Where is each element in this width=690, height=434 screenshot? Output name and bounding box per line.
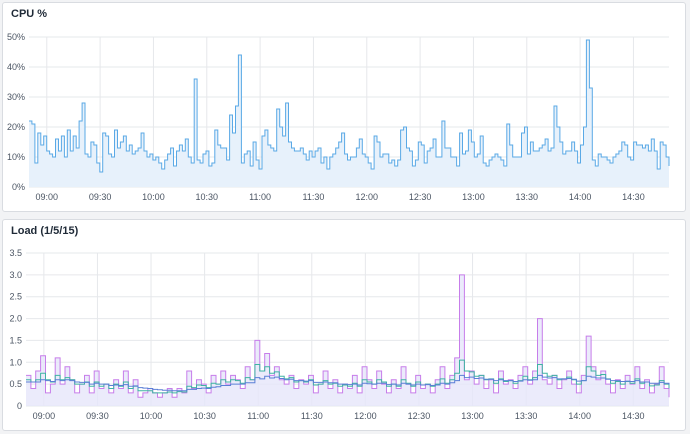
- x-tick-label: 12:00: [354, 411, 377, 421]
- y-tick-label: 3.0: [9, 270, 22, 280]
- y-tick-label: 40%: [7, 62, 25, 72]
- x-tick-label: 09:30: [89, 192, 112, 202]
- x-tick-label: 13:00: [462, 192, 485, 202]
- x-tick-label: 12:30: [408, 411, 431, 421]
- y-tick-label: 50%: [7, 32, 25, 42]
- load-area-fill: [26, 274, 669, 406]
- x-tick-label: 13:30: [516, 192, 539, 202]
- x-tick-label: 10:30: [193, 411, 216, 421]
- x-tick-label: 12:30: [409, 192, 432, 202]
- x-tick-label: 09:00: [33, 411, 56, 421]
- y-tick-label: 0%: [12, 182, 25, 192]
- y-tick-label: 20%: [7, 122, 25, 132]
- x-tick-label: 14:00: [569, 192, 592, 202]
- cpu-chart: 0% 10% 20% 30% 40% 50% 09:00 09:30 10:00 10:30 11:…: [7, 32, 670, 202]
- x-tick-label: 11:30: [303, 192, 325, 202]
- y-tick-label: 1.0: [9, 357, 22, 367]
- x-tick-label: 10:00: [142, 192, 165, 202]
- y-tick-label: 10%: [7, 152, 25, 162]
- x-tick-label: 13:00: [461, 411, 484, 421]
- x-tick-label: 14:30: [622, 411, 645, 421]
- y-tick-label: 0: [17, 401, 22, 411]
- x-tick-label: 11:00: [249, 192, 271, 202]
- load-panel-title: Load (1/5/15): [11, 225, 79, 237]
- x-tick-label: 11:30: [301, 411, 323, 421]
- y-tick-label: 1.5: [9, 335, 22, 345]
- cpu-panel-title: CPU %: [11, 8, 48, 20]
- y-tick-label: 3.5: [9, 248, 22, 258]
- y-tick-label: 2.5: [9, 292, 22, 302]
- cpu-series-line: [29, 39, 670, 173]
- cpu-area-fill: [29, 40, 669, 187]
- x-tick-label: 12:00: [356, 192, 379, 202]
- x-tick-label: 09:30: [86, 411, 109, 421]
- x-tick-label: 10:00: [140, 411, 163, 421]
- x-tick-label: 11:00: [247, 411, 269, 421]
- y-tick-label: 0.5: [9, 379, 22, 389]
- cpu-panel: CPU % 0% 10% 20% 30% 40% 50% 09:00 09:30 10:00 10…: [2, 2, 686, 212]
- y-tick-label: 30%: [7, 92, 25, 102]
- x-tick-label: 10:30: [196, 192, 219, 202]
- y-tick-label: 2.0: [9, 314, 22, 324]
- load-15-series-line: [26, 374, 670, 392]
- load-panel: Load (1/5/15) 0 0.5 1.0 1.5 2.0 2.5 3.0 3.5 09:0…: [2, 219, 686, 431]
- x-tick-label: 14:30: [622, 192, 645, 202]
- x-tick-label: 14:00: [568, 411, 591, 421]
- x-tick-label: 13:30: [515, 411, 538, 421]
- load-chart: 0 0.5 1.0 1.5 2.0 2.5 3.0 3.5 09:00 09:30 10:00 10:…: [9, 248, 670, 421]
- x-tick-label: 09:00: [36, 192, 59, 202]
